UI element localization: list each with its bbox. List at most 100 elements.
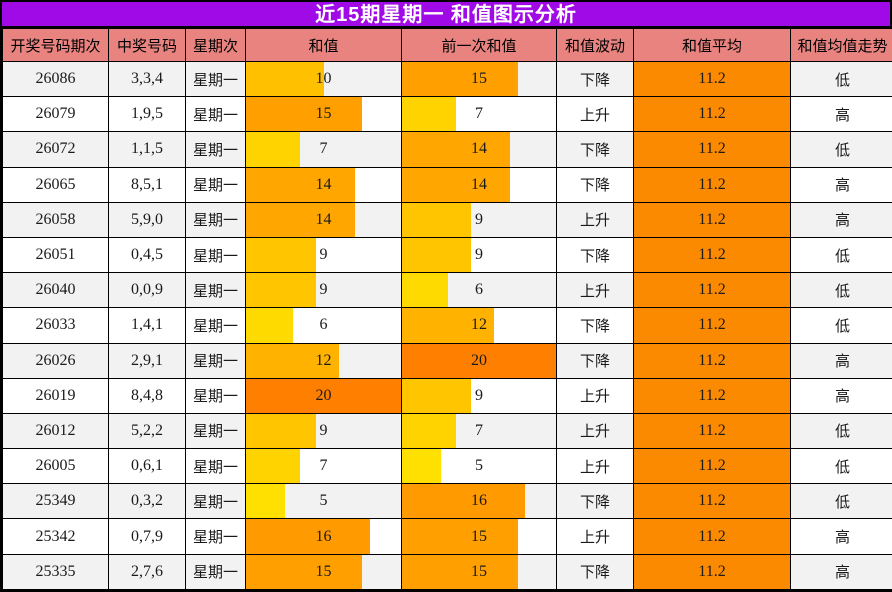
cell-sum-bar [246,168,355,202]
cell-prev-sum: 15 [401,60,557,98]
cell-trend: 低 [790,60,892,98]
cell-sum: 15 [245,96,402,133]
cell-prev-sum-bar [402,238,472,272]
cell-average: 11.2 [633,377,791,414]
cell-prev-sum-value: 15 [471,562,487,580]
cell-fluctuation: 下降 [556,166,634,203]
cell-period: 26072 [2,131,109,168]
cell-trend: 低 [790,483,892,520]
cell-weekday: 星期一 [185,448,246,485]
cell-sum: 14 [245,166,402,203]
cell-trend: 低 [790,236,892,274]
cell-sum-value: 20 [315,386,332,404]
cell-sum-value: 15 [315,562,332,580]
cell-trend: 高 [790,166,892,203]
cell-prev-sum-value: 9 [475,210,483,228]
cell-winning-numbers: 2,9,1 [108,342,186,379]
cell-sum-value: 9 [319,421,328,439]
cell-prev-sum: 14 [401,166,557,203]
column-header-trend: 和值均值走势 [790,28,892,62]
cell-sum: 20 [245,377,402,414]
cell-prev-sum: 12 [401,307,557,344]
cell-average: 11.2 [633,201,791,238]
cell-prev-sum-bar [402,484,526,518]
cell-sum: 9 [245,236,402,274]
cell-trend: 低 [790,448,892,485]
cell-prev-sum-value: 15 [471,70,487,88]
cell-winning-numbers: 1,9,5 [108,96,186,133]
sum-analysis-table: 开奖号码期次 中奖号码 星期次 和值 前一次和值 和值波动 和值平均 和值均值走势 26086… [2,28,892,591]
cell-period: 26019 [2,377,109,414]
column-header-fluctuation: 和值波动 [556,28,634,62]
cell-fluctuation: 下降 [556,236,634,274]
table-row: 26072 1,1,5 星期一 7 14 下降 11.2 低 [2,131,892,168]
cell-fluctuation: 上升 [556,412,634,450]
cell-weekday: 星期一 [185,131,246,168]
cell-weekday: 星期一 [185,412,246,450]
cell-weekday: 星期一 [185,272,246,309]
cell-weekday: 星期一 [185,166,246,203]
cell-fluctuation: 下降 [556,131,634,168]
cell-winning-numbers: 0,7,9 [108,518,186,555]
cell-prev-sum-bar [402,379,472,413]
cell-prev-sum-bar [402,308,495,342]
cell-average: 11.2 [633,307,791,344]
table-row: 26040 0,0,9 星期一 9 6 上升 11.2 低 [2,272,892,309]
cell-prev-sum-value: 16 [471,492,487,510]
cell-winning-numbers: 0,0,9 [108,272,186,309]
cell-sum: 5 [245,483,402,520]
cell-sum-value: 5 [319,492,328,510]
cell-prev-sum-value: 20 [471,351,487,369]
cell-sum-bar [246,379,401,413]
table-row: 25342 0,7,9 星期一 16 15 上升 11.2 高 [2,518,892,555]
cell-prev-sum: 7 [401,96,557,133]
cell-trend: 高 [790,201,892,238]
cell-prev-sum-bar [402,62,518,96]
column-header-average: 和值平均 [633,28,791,62]
cell-prev-sum-value: 15 [471,527,487,545]
page-title: 近15期星期一 和值图示分析 [2,2,890,28]
cell-sum: 15 [245,553,402,591]
cell-fluctuation: 上升 [556,377,634,414]
table-row: 25349 0,3,2 星期一 5 16 下降 11.2 低 [2,483,892,520]
cell-winning-numbers: 8,5,1 [108,166,186,203]
cell-period: 26026 [2,342,109,379]
cell-average: 11.2 [633,412,791,450]
cell-sum-bar [246,449,301,483]
cell-weekday: 星期一 [185,553,246,591]
cell-fluctuation: 上升 [556,201,634,238]
cell-period: 26040 [2,272,109,309]
table-row: 26005 0,6,1 星期一 7 5 上升 11.2 低 [2,448,892,485]
cell-period: 25349 [2,483,109,520]
cell-sum-value: 14 [315,175,332,193]
cell-trend: 低 [790,272,892,309]
cell-average: 11.2 [633,518,791,555]
cell-weekday: 星期一 [185,518,246,555]
cell-average: 11.2 [633,272,791,309]
cell-period: 26065 [2,166,109,203]
cell-sum-bar [246,203,355,237]
cell-trend: 高 [790,342,892,379]
cell-sum-value: 15 [315,105,332,123]
cell-sum-bar [246,97,363,131]
cell-sum: 9 [245,272,402,309]
cell-sum-value: 12 [315,351,332,369]
cell-period: 26058 [2,201,109,238]
cell-winning-numbers: 2,7,6 [108,553,186,591]
cell-sum-bar [246,238,316,272]
cell-sum-value: 7 [319,140,328,158]
cell-weekday: 星期一 [185,483,246,520]
cell-sum-bar [246,519,370,554]
table-row: 26051 0,4,5 星期一 9 9 下降 11.2 低 [2,236,892,274]
cell-sum-bar [246,414,316,448]
cell-average: 11.2 [633,483,791,520]
table-row: 26065 8,5,1 星期一 14 14 下降 11.2 高 [2,166,892,203]
cell-winning-numbers: 8,4,8 [108,377,186,414]
cell-sum-value: 9 [319,246,328,264]
cell-fluctuation: 上升 [556,518,634,555]
cell-period: 26005 [2,448,109,485]
cell-fluctuation: 上升 [556,448,634,485]
cell-prev-sum-bar [402,519,518,554]
cell-prev-sum: 16 [401,483,557,520]
